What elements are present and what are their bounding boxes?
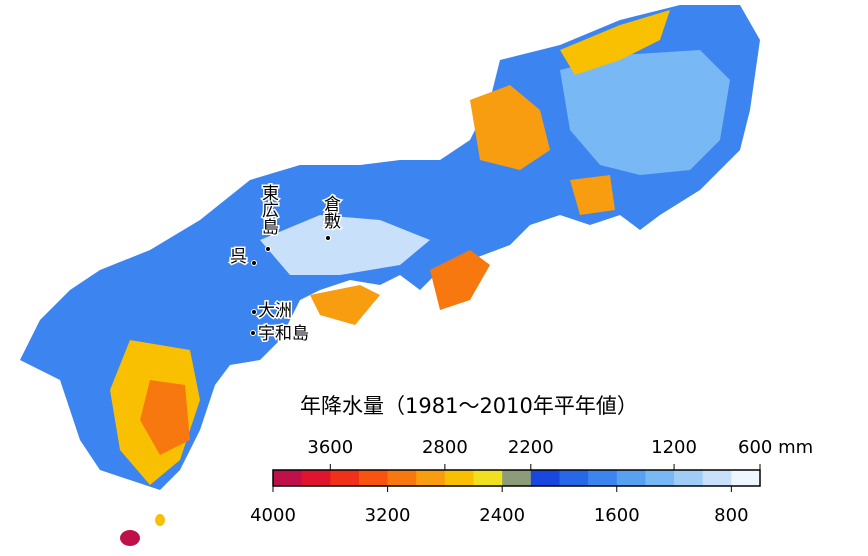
place-label: 大洲 bbox=[258, 301, 292, 321]
colorbar-segment bbox=[645, 470, 675, 486]
colorbar-tick-label: 2200 bbox=[508, 437, 554, 458]
place-dot bbox=[265, 246, 271, 252]
colorbar-segment bbox=[588, 470, 618, 486]
colorbar-frame bbox=[272, 469, 761, 487]
place-label: 宇和島 bbox=[258, 324, 309, 344]
land-wet bbox=[310, 285, 380, 325]
place-dot bbox=[251, 260, 257, 266]
colorbar-segment bbox=[273, 470, 303, 486]
land-wet bbox=[570, 175, 615, 215]
place-dot bbox=[250, 330, 256, 336]
colorbar-tick-label: 2800 bbox=[422, 437, 468, 458]
colorbar-segment bbox=[731, 470, 761, 486]
land-wet bbox=[430, 250, 490, 310]
land-dry bbox=[260, 215, 430, 275]
colorbar-tick-label: 3600 bbox=[307, 437, 353, 458]
land-wet bbox=[140, 380, 190, 455]
place-label: 倉敷 bbox=[320, 195, 341, 230]
land-dry bbox=[560, 50, 730, 175]
colorbar-segment bbox=[301, 470, 331, 486]
place-dot bbox=[251, 309, 257, 315]
island bbox=[120, 530, 140, 546]
colorbar-segment bbox=[416, 470, 446, 486]
colorbar-tick-label: 2400 bbox=[479, 505, 525, 526]
colorbar-tick-label: 1600 bbox=[594, 505, 640, 526]
terrain bbox=[20, 5, 760, 546]
colorbar-segment bbox=[502, 470, 532, 486]
colorbar-segment bbox=[530, 470, 560, 486]
colorbar-segment bbox=[387, 470, 417, 486]
colorbar-title: 年降水量（1981～2010年平年値） bbox=[300, 394, 638, 418]
colorbar-segment bbox=[616, 470, 646, 486]
place-dot bbox=[325, 235, 331, 241]
land-wet bbox=[470, 85, 550, 170]
colorbar-segment bbox=[559, 470, 589, 486]
colorbar: 3600 2800 2200 1200 600 mm 4000 3200 2400 1600 80… bbox=[250, 437, 813, 526]
colorbar-segment bbox=[330, 470, 360, 486]
place-label: 東広島 bbox=[258, 184, 279, 236]
colorbar-tick-label: 1200 bbox=[651, 437, 697, 458]
island bbox=[155, 514, 165, 526]
colorbar-segment bbox=[702, 470, 732, 486]
colorbar-segment bbox=[473, 470, 503, 486]
colorbar-segment bbox=[358, 470, 389, 486]
colorbar-tick-label: 3200 bbox=[365, 505, 411, 526]
colorbar-segment bbox=[674, 470, 704, 486]
colorbar-tick-label: 600 mm bbox=[738, 437, 813, 458]
colorbar-tick-label: 4000 bbox=[250, 505, 296, 526]
place-dots bbox=[250, 235, 331, 336]
colorbar-tick-label: 800 bbox=[714, 505, 748, 526]
land-wet bbox=[560, 10, 670, 75]
colorbar-segment bbox=[444, 470, 475, 486]
place-label: 呉 bbox=[230, 247, 247, 267]
